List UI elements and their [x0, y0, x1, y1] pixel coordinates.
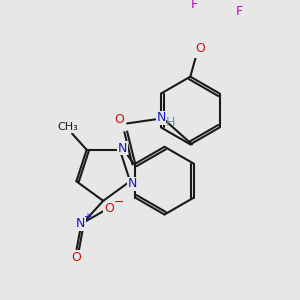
Text: CH₃: CH₃	[58, 122, 79, 132]
Text: +: +	[83, 212, 91, 222]
Text: O: O	[114, 113, 124, 126]
Text: O: O	[72, 251, 82, 264]
Text: O: O	[195, 42, 205, 55]
Text: N: N	[156, 111, 166, 124]
Text: H: H	[166, 116, 175, 129]
Text: −: −	[114, 196, 124, 209]
Text: F: F	[236, 5, 243, 18]
Text: N: N	[76, 217, 85, 230]
Text: N: N	[128, 177, 137, 190]
Text: F: F	[191, 0, 198, 11]
Text: N: N	[118, 142, 127, 154]
Text: O: O	[104, 202, 114, 215]
